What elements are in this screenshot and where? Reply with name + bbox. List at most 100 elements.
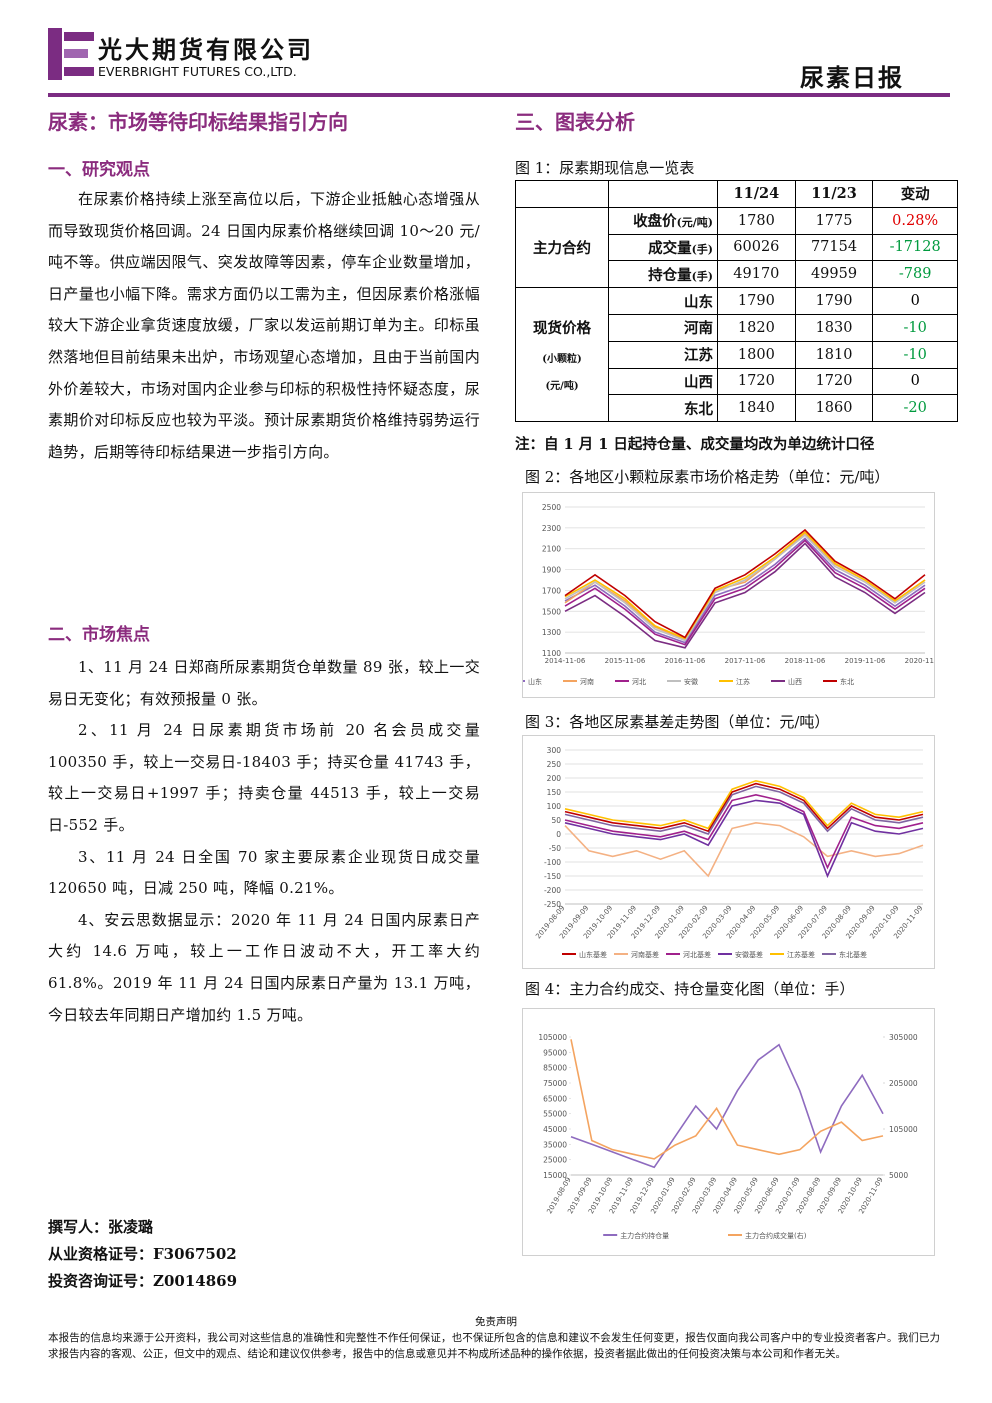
section-heading: 三、图表分析 <box>515 110 635 134</box>
row-label: 成交量(手) <box>608 233 718 262</box>
legend-label: 安徽 <box>684 677 698 686</box>
table-row: 山西 1720 1720 0 <box>516 367 958 396</box>
cell: 1800 <box>717 340 796 369</box>
table-note: 注：自 1 月 1 日起持仓量、成交量均改为单边统计口径 <box>515 436 875 453</box>
series-line <box>564 539 926 646</box>
cell: 1820 <box>717 313 796 342</box>
cell: 1790 <box>794 287 874 315</box>
cell: 1720 <box>717 367 796 396</box>
item-name: 东北 <box>684 400 713 418</box>
paragraph: 2、11 月 24 日尿素期货市场前 20 名会员成交量 100350 手，较上… <box>48 721 480 834</box>
data-table: 11/24 11/23 变动 主力合约 收盘价(元/吨) 1780 1775 0.28% 成交量… <box>515 180 958 423</box>
y-tick-label: 1500 <box>542 607 561 616</box>
cell: 49170 <box>717 260 796 289</box>
y-tick-label: -150 <box>544 872 561 881</box>
item-name: 山东 <box>684 293 713 311</box>
y-tick-label: -200 <box>544 886 561 895</box>
row-label: 收盘价(元/吨) <box>608 206 718 235</box>
row-label: 江苏 <box>608 340 718 369</box>
logo <box>48 28 94 80</box>
item-name: 收盘价 <box>633 213 677 231</box>
group-name: 现货价格 <box>533 320 591 338</box>
focus-list: 1、11 月 24 日郑商所尿素期货仓单数量 89 张，较上一交易日无变化；有效… <box>48 652 480 1031</box>
table-row: 持仓量(手) 49170 49959 -789 <box>516 260 958 289</box>
item-name: 成交量 <box>648 239 692 257</box>
legend-label: 东北 <box>840 677 854 686</box>
item-name: 江苏 <box>684 347 713 365</box>
series-line <box>564 534 926 642</box>
item-name: 山西 <box>684 373 713 391</box>
header-rule <box>48 93 950 97</box>
y-tick-label: -100 <box>544 858 561 867</box>
change-cell: -10 <box>872 340 958 369</box>
paragraph: 4、安云思数据显示：2020 年 11 月 24 日国内尿素日产大约 14.6 … <box>48 910 480 1024</box>
series-line <box>564 530 926 640</box>
cell: 1790 <box>717 287 796 315</box>
report-title: 尿素日报 <box>800 63 904 92</box>
y-tick-label: 0 <box>556 830 561 839</box>
y-tick-label: 25000 <box>543 1156 567 1165</box>
section-heading: 一、研究观点 <box>48 160 150 180</box>
legend-label: 山东基差 <box>579 950 607 959</box>
y-tick-label: 250 <box>547 760 562 769</box>
header-row: 11/24 11/23 变动 <box>515 180 958 208</box>
y-tick-label: 2300 <box>542 524 561 533</box>
row-label: 山东 <box>608 287 718 315</box>
change-cell: -20 <box>872 394 958 423</box>
disclaimer-text: 本报告的信息均来源于公开资料，我公司对这些信息的准确性和完整性不作任何保证，也不… <box>48 1332 940 1360</box>
series-line <box>564 793 924 870</box>
group-name: 主力合约 <box>533 239 591 257</box>
paragraph: 1、11 月 24 日郑商所尿素期货仓单数量 89 张，较上一交易日无变化；有效… <box>48 658 480 708</box>
y-tick-label: 105000 <box>538 1033 567 1042</box>
y2-tick-label: 305000 <box>889 1033 918 1042</box>
table-row: 江苏 1800 1810 -10 <box>516 340 958 369</box>
cell <box>515 180 609 208</box>
item-unit: (手) <box>691 269 713 283</box>
change-cell: 0 <box>872 367 958 396</box>
y-tick-label: 55000 <box>543 1110 567 1119</box>
company-en: EVERBRIGHT FUTURES CO.,LTD. <box>98 64 297 79</box>
x-tick-label: 2017-11-06 <box>725 657 766 665</box>
legend-label: 山西 <box>788 677 802 686</box>
series-line <box>564 542 926 649</box>
figure-caption: 图 2：各地区小颗粒尿素市场价格走势（单位：元/吨） <box>525 468 890 486</box>
series-line <box>564 821 924 878</box>
figure-caption: 图 3：各地区尿素基差走势图（单位：元/吨） <box>525 713 830 731</box>
y-tick-label: 200 <box>547 774 562 783</box>
cell: 1775 <box>794 206 874 235</box>
legend-label: 河北 <box>632 678 646 686</box>
legend-label: 山东 <box>528 677 542 686</box>
series-line <box>564 785 924 835</box>
y-tick-label: -50 <box>549 844 561 853</box>
item-name: 河南 <box>684 320 713 338</box>
company-cn: 光大期货有限公司 <box>98 36 314 64</box>
cell: 1840 <box>717 394 796 423</box>
y-tick-label: 65000 <box>543 1094 567 1103</box>
table-row: 东北 1840 1860 -20 <box>516 394 958 423</box>
table-row: 成交量(手) 60026 77154 -17128 <box>516 233 958 262</box>
y-tick-label: 75000 <box>543 1079 567 1088</box>
y-tick-label: 45000 <box>543 1125 567 1134</box>
change-cell: 0 <box>872 287 958 315</box>
legend-label: 江苏基差 <box>787 950 815 959</box>
main-title: 尿素：市场等待印标结果指引方向 <box>48 110 348 134</box>
group-label: 现货价格 (小颗粒) (元/吨) <box>515 287 609 423</box>
series-line <box>564 528 926 639</box>
row-label: 持仓量(手) <box>608 260 718 289</box>
y-tick-label: 85000 <box>543 1064 567 1073</box>
series-line <box>564 537 926 644</box>
paragraph: 在尿素价格持续上涨至高位以后，下游企业抵触心态增强从而导致现货价格回调。24 日… <box>48 190 480 461</box>
group-sub: (小颗粒) <box>542 354 582 366</box>
row-label: 山西 <box>608 367 718 396</box>
y-tick-label: 2500 <box>542 503 561 512</box>
y-tick-label: 100 <box>547 802 562 811</box>
legend-label: 安徽基差 <box>735 950 763 959</box>
cell: 1810 <box>794 340 874 369</box>
chart: -250-200-150-100-50050100150200250300201… <box>534 746 924 959</box>
chart: 1100 1300 1500 1700 1900 2100 2300 2500 2014-11-… <box>511 503 946 686</box>
y-tick-label: 95000 <box>543 1048 567 1057</box>
y-tick-label: 150 <box>547 788 562 797</box>
legend-label: 主力合约持仓量 <box>620 1231 669 1240</box>
series-line <box>570 1043 884 1169</box>
change-cell: -17128 <box>872 233 958 262</box>
